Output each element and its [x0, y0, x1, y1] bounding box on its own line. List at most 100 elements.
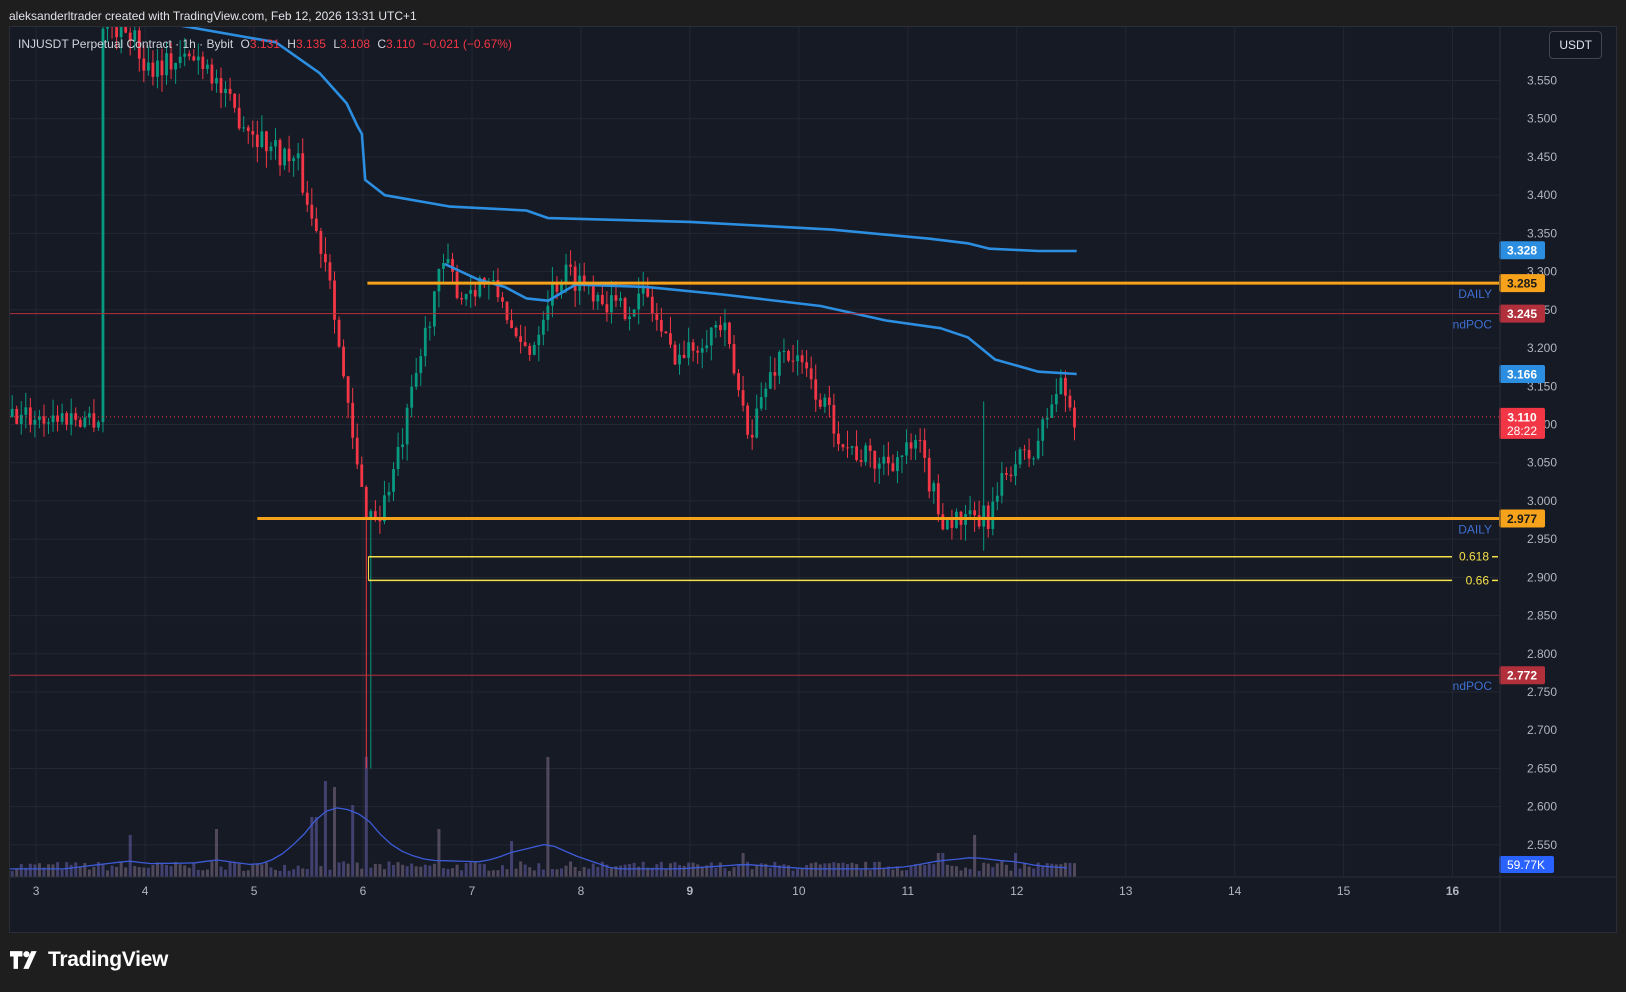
- candles: [10, 27, 1076, 769]
- candle-body: [945, 519, 949, 530]
- candle-body: [551, 282, 554, 306]
- volume-bar: [137, 867, 141, 877]
- time-tick-label: 3: [33, 884, 40, 898]
- candle-body: [423, 327, 427, 357]
- candle-body: [405, 407, 409, 445]
- volume-bar: [115, 866, 119, 877]
- volume-bar: [759, 863, 763, 877]
- candle-body: [314, 218, 318, 231]
- time-tick-label: 16: [1446, 884, 1460, 898]
- volume-bar: [278, 870, 282, 877]
- volume-bar: [541, 869, 545, 877]
- candle-body: [700, 348, 704, 353]
- volume-bar: [687, 862, 691, 877]
- candle-body: [927, 457, 931, 492]
- volume-bar: [87, 869, 91, 877]
- candle-body: [709, 327, 713, 346]
- volume-bar: [482, 864, 486, 877]
- volume-bar: [1041, 866, 1045, 877]
- candle-body: [101, 28, 105, 423]
- volume-bar: [737, 864, 741, 877]
- volume-bar: [401, 864, 405, 877]
- candle-body: [469, 289, 473, 294]
- volume-bar: [451, 868, 455, 877]
- volume-bar: [106, 870, 110, 877]
- candle-body: [174, 62, 178, 70]
- currency-button[interactable]: USDT: [1549, 31, 1602, 59]
- candle-body: [850, 446, 854, 448]
- volume-bar: [124, 867, 128, 877]
- candle-body: [165, 53, 168, 76]
- volume-bar: [1063, 862, 1067, 877]
- volume-bar: [968, 869, 972, 877]
- candle-body: [228, 88, 232, 94]
- candle-body: [755, 408, 759, 438]
- volume-bar: [233, 862, 237, 877]
- candle-body: [10, 408, 14, 417]
- symbol-name[interactable]: INJUSDT Perpetual Contract · 1h · Bybit: [18, 37, 234, 51]
- volume-bar: [437, 829, 441, 877]
- candle-body: [923, 440, 927, 458]
- fib-ratio-label: 0.66: [1466, 573, 1490, 587]
- ndpoc-price-badge-text: 2.772: [1507, 669, 1537, 683]
- volume-bar: [891, 869, 895, 877]
- candle-body: [936, 483, 940, 515]
- volume-bar: [314, 817, 318, 877]
- candle-body: [83, 417, 87, 427]
- candle-body: [87, 413, 91, 418]
- volume-bar: [582, 867, 586, 877]
- candle-body: [337, 319, 341, 347]
- volume-bar: [155, 862, 159, 877]
- candle-body: [868, 445, 872, 451]
- candle-body: [28, 407, 32, 425]
- chart-area[interactable]: DAILY ndPOC DAILY ndPOC 0.618 0.66 2.550 2.600 2…: [9, 26, 1617, 933]
- volume-bar: [273, 869, 277, 877]
- candle-body: [24, 407, 28, 415]
- candle-body: [896, 457, 899, 472]
- ndpoc-price-badge-text: 3.245: [1507, 307, 1537, 321]
- candle-body: [1014, 464, 1017, 477]
- volume-bar: [387, 861, 391, 877]
- volume-bar: [559, 868, 563, 877]
- volume-bar: [246, 870, 250, 877]
- candle-body: [873, 450, 877, 469]
- candle-body: [864, 445, 868, 462]
- volume-bar: [364, 757, 368, 877]
- volume-bar: [423, 864, 427, 877]
- candle-body: [723, 322, 727, 331]
- volume-bar: [555, 869, 559, 877]
- candle-body: [991, 501, 995, 530]
- candle-body: [573, 266, 577, 291]
- volume-bar: [746, 861, 750, 877]
- close-label: C: [377, 37, 387, 51]
- volume-bar: [605, 864, 609, 877]
- volume-bar: [868, 870, 872, 877]
- volume-bar: [151, 865, 155, 877]
- candle-body: [1059, 377, 1063, 394]
- volume-bar: [46, 864, 50, 877]
- volume-bar: [827, 863, 831, 877]
- volume-bar: [283, 864, 287, 877]
- price-tick-label: 3.450: [1527, 150, 1557, 164]
- last-price-badge-text: 3.110: [1507, 410, 1537, 424]
- volume-bar: [777, 865, 781, 877]
- vwap-upper-line: [180, 27, 1077, 253]
- candle-countdown-text: 28:22: [1507, 424, 1537, 438]
- candle-body: [782, 350, 786, 353]
- candle-body: [15, 408, 19, 425]
- tradingview-logo[interactable]: TradingView: [10, 948, 168, 972]
- volume-bar: [800, 868, 804, 877]
- volume-bar: [1023, 863, 1027, 877]
- time-tick-label: 11: [902, 884, 915, 898]
- volume-bar: [378, 864, 382, 877]
- candle-body: [569, 264, 572, 267]
- volume-bar: [546, 757, 550, 877]
- daily-price-badge-text: 3.285: [1507, 277, 1537, 291]
- candle-body: [151, 62, 155, 77]
- volume-bar: [69, 864, 73, 877]
- low-label: L: [333, 37, 340, 51]
- volume-bar: [709, 862, 713, 877]
- candle-body: [768, 372, 772, 389]
- volume-bar: [1009, 870, 1013, 877]
- candlestick-chart[interactable]: DAILY ndPOC DAILY ndPOC 0.618 0.66 2.550 2.600 2…: [10, 27, 1616, 932]
